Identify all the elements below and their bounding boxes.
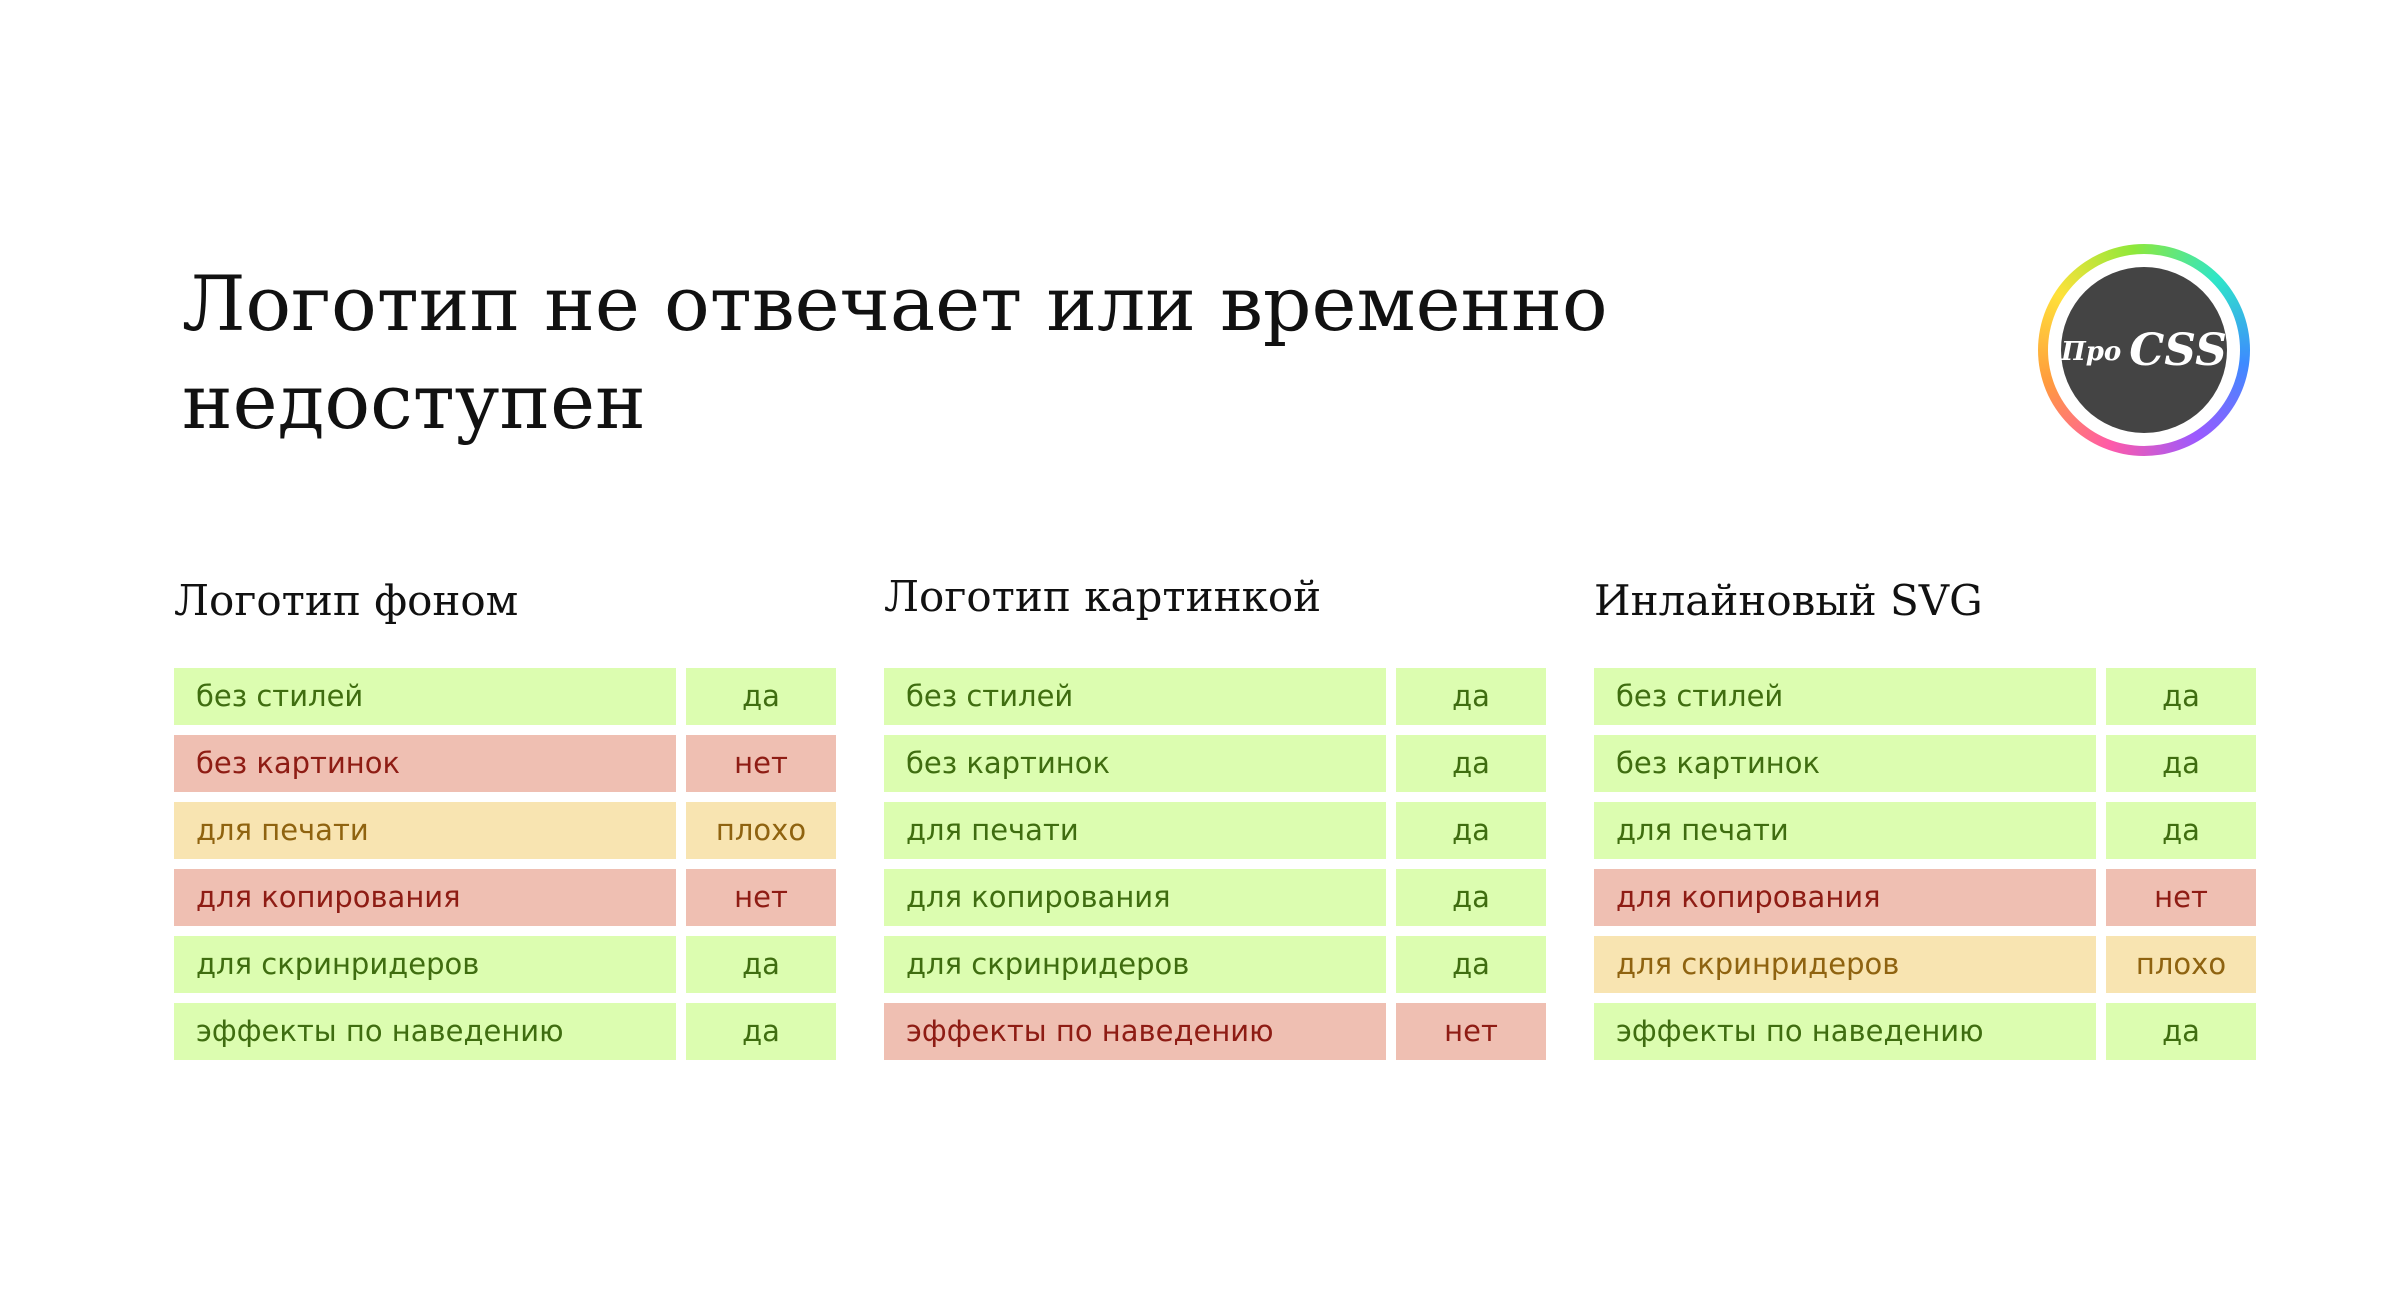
feature-value: да: [1396, 735, 1546, 792]
feature-value: да: [686, 668, 836, 725]
feature-label: без стилей: [174, 668, 676, 725]
feature-label: эффекты по наведению: [174, 1003, 676, 1060]
feature-value: нет: [1396, 1003, 1546, 1060]
feature-label: без картинок: [1594, 735, 2096, 792]
feature-label: эффекты по наведению: [1594, 1003, 2096, 1060]
feature-value: нет: [686, 869, 836, 926]
feature-label: для копирования: [1594, 869, 2096, 926]
slide-title: Логотип не отвечает или временно недосту…: [182, 259, 1608, 446]
feature-label: для скринридеров: [884, 936, 1386, 993]
feature-value: да: [686, 1003, 836, 1060]
feature-value: плохо: [2106, 936, 2256, 993]
feature-label: для копирования: [174, 869, 676, 926]
feature-label: без стилей: [884, 668, 1386, 725]
feature-label: без картинок: [884, 735, 1386, 792]
feature-value: да: [2106, 1003, 2256, 1060]
feature-value: нет: [686, 735, 836, 792]
feature-label: для печати: [174, 802, 676, 859]
feature-value: да: [1396, 869, 1546, 926]
feature-value: да: [2106, 802, 2256, 859]
feature-table: без стилей да без картинок нет для печат…: [174, 668, 836, 1060]
column-inline-svg: Инлайновый SVG без стилей да без картино…: [1594, 570, 2256, 1060]
feature-label: для скринридеров: [174, 936, 676, 993]
feature-value: да: [1396, 668, 1546, 725]
feature-value: да: [686, 936, 836, 993]
logo-small-text: Про: [2061, 337, 2122, 367]
feature-label: для скринридеров: [1594, 936, 2096, 993]
column-background-logo: Логотип фоном без стилей да без картинок…: [174, 570, 836, 1060]
column-image-logo: Логотип картинкой без стилей да без карт…: [884, 570, 1546, 1060]
logo-badge: Про CSS: [2061, 267, 2227, 433]
feature-table: без стилей да без картинок да для печати…: [1594, 668, 2256, 1060]
feature-table: без стилей да без картинок да для печати…: [884, 668, 1546, 1060]
feature-value: да: [1396, 802, 1546, 859]
feature-value: да: [1396, 936, 1546, 993]
pro-css-logo: Про CSS: [2038, 244, 2250, 456]
feature-value: да: [2106, 668, 2256, 725]
column-heading: Инлайновый SVG: [1594, 576, 1983, 625]
feature-label: эффекты по наведению: [884, 1003, 1386, 1060]
feature-label: без стилей: [1594, 668, 2096, 725]
feature-value: плохо: [686, 802, 836, 859]
feature-label: без картинок: [174, 735, 676, 792]
feature-value: нет: [2106, 869, 2256, 926]
column-heading: Логотип картинкой: [884, 572, 1322, 621]
feature-label: для печати: [1594, 802, 2096, 859]
feature-label: для печати: [884, 802, 1386, 859]
feature-label: для копирования: [884, 869, 1386, 926]
feature-value: да: [2106, 735, 2256, 792]
column-heading: Логотип фоном: [174, 576, 519, 625]
logo-big-text: CSS: [2129, 324, 2227, 376]
